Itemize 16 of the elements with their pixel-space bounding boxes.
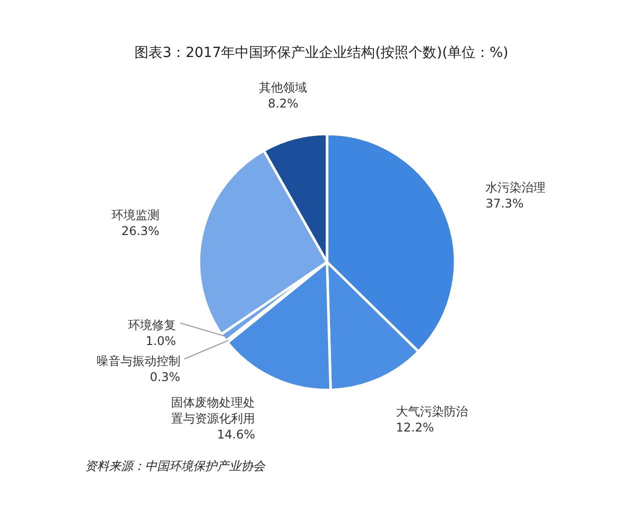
slice-label: 环境监测 (111, 208, 160, 222)
data-label: 14.6% (217, 427, 256, 442)
data-label: 0.3% (150, 370, 180, 384)
data-label: 12.2% (396, 420, 434, 435)
chart-title: 图表3：2017年中国环保产业企业结构(按照个数)(单位：%) (134, 45, 508, 61)
data-label: 37.3% (486, 196, 524, 210)
text: 资料来源：中国环境保护产业协会 (85, 459, 266, 473)
slice-label: 固体废物处理处置与资源化利用 (171, 395, 256, 426)
slice-label: 环境修复 (128, 318, 176, 332)
data-label: 8.2% (268, 96, 298, 111)
data-label: 1.0% (146, 334, 176, 348)
data-label: 26.3% (121, 224, 160, 238)
slice-label: 水污染治理 (486, 180, 546, 194)
slice-label: 其他领域 (259, 80, 308, 95)
slice-label: 大气污染防治 (396, 404, 468, 419)
slice-label: 噪音与振动控制 (96, 354, 180, 368)
